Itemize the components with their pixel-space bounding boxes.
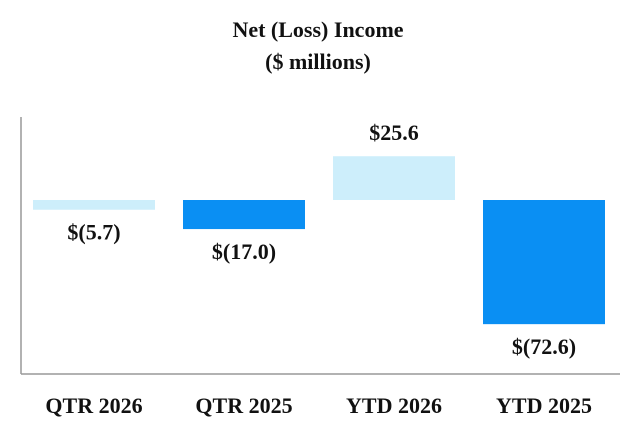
data-label: $(72.6) <box>512 334 576 359</box>
data-label: $(17.0) <box>212 239 276 264</box>
bar-ytd-2026 <box>333 156 455 200</box>
x-tick-label: QTR 2026 <box>45 393 142 418</box>
chart-subtitle: ($ millions) <box>265 49 371 74</box>
data-label: $25.6 <box>369 120 419 145</box>
x-tick-label: YTD 2025 <box>496 393 592 418</box>
bar-ytd-2025 <box>483 200 605 325</box>
chart-title: Net (Loss) Income <box>232 17 403 42</box>
bar-qtr-2026 <box>33 200 155 210</box>
x-tick-label: YTD 2026 <box>346 393 442 418</box>
x-tick-label: QTR 2025 <box>195 393 292 418</box>
bar-qtr-2025 <box>183 200 305 230</box>
x-tick-labels-group: QTR 2026 QTR 2025 YTD 2026 YTD 2025 <box>45 393 592 418</box>
data-labels-group: $(5.7) $(17.0) $25.6 $(72.6) <box>67 120 576 359</box>
data-label: $(5.7) <box>67 220 120 245</box>
bars-group <box>33 156 605 325</box>
